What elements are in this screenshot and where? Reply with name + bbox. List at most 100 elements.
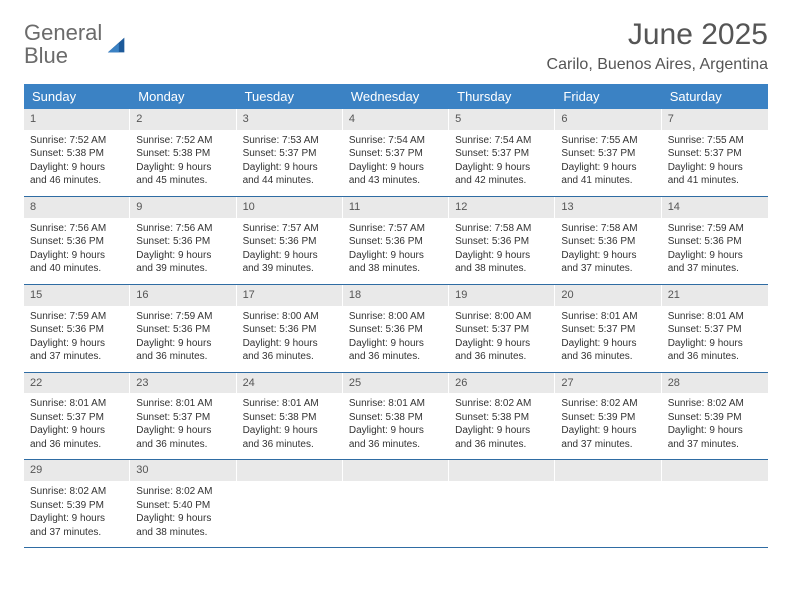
day-number: 2 — [130, 109, 236, 130]
day-cell: 22Sunrise: 8:01 AMSunset: 5:37 PMDayligh… — [24, 373, 130, 460]
day-cell: 27Sunrise: 8:02 AMSunset: 5:39 PMDayligh… — [555, 373, 661, 460]
sunset-text: Sunset: 5:38 PM — [136, 147, 230, 161]
day-body: Sunrise: 7:52 AMSunset: 5:38 PMDaylight:… — [24, 130, 130, 196]
sunset-text: Sunset: 5:39 PM — [561, 411, 655, 425]
day-body: Sunrise: 7:52 AMSunset: 5:38 PMDaylight:… — [130, 130, 236, 196]
day-header-cell: Tuesday — [237, 84, 343, 109]
daylight-text: Daylight: 9 hours and 36 minutes. — [349, 337, 443, 364]
daylight-text: Daylight: 9 hours and 46 minutes. — [30, 161, 124, 188]
day-body — [555, 481, 661, 531]
day-body: Sunrise: 7:58 AMSunset: 5:36 PMDaylight:… — [449, 218, 555, 284]
week-row: 29Sunrise: 8:02 AMSunset: 5:39 PMDayligh… — [24, 460, 768, 548]
day-number: 28 — [662, 373, 768, 394]
day-cell: 19Sunrise: 8:00 AMSunset: 5:37 PMDayligh… — [449, 285, 555, 372]
day-body: Sunrise: 8:02 AMSunset: 5:38 PMDaylight:… — [449, 393, 555, 459]
daylight-text: Daylight: 9 hours and 39 minutes. — [136, 249, 230, 276]
day-header-cell: Monday — [130, 84, 236, 109]
day-number: 24 — [237, 373, 343, 394]
sunrise-text: Sunrise: 7:57 AM — [243, 222, 337, 236]
daylight-text: Daylight: 9 hours and 41 minutes. — [668, 161, 762, 188]
day-number — [662, 460, 768, 481]
day-body: Sunrise: 8:01 AMSunset: 5:37 PMDaylight:… — [24, 393, 130, 459]
day-number — [449, 460, 555, 481]
sunset-text: Sunset: 5:39 PM — [668, 411, 762, 425]
day-number: 22 — [24, 373, 130, 394]
day-body: Sunrise: 8:02 AMSunset: 5:39 PMDaylight:… — [555, 393, 661, 459]
sunrise-text: Sunrise: 8:02 AM — [30, 485, 124, 499]
daylight-text: Daylight: 9 hours and 36 minutes. — [455, 424, 549, 451]
sunset-text: Sunset: 5:37 PM — [455, 147, 549, 161]
sunset-text: Sunset: 5:37 PM — [561, 147, 655, 161]
sunrise-text: Sunrise: 8:01 AM — [561, 310, 655, 324]
day-number: 27 — [555, 373, 661, 394]
day-body: Sunrise: 8:01 AMSunset: 5:37 PMDaylight:… — [130, 393, 236, 459]
day-cell: 13Sunrise: 7:58 AMSunset: 5:36 PMDayligh… — [555, 197, 661, 284]
sunset-text: Sunset: 5:36 PM — [668, 235, 762, 249]
day-body — [343, 481, 449, 531]
calendar: Sunday Monday Tuesday Wednesday Thursday… — [24, 84, 768, 548]
sunset-text: Sunset: 5:37 PM — [136, 411, 230, 425]
day-body: Sunrise: 7:56 AMSunset: 5:36 PMDaylight:… — [24, 218, 130, 284]
sunrise-text: Sunrise: 7:56 AM — [30, 222, 124, 236]
logo-text-gray: General — [24, 20, 102, 45]
day-number: 9 — [130, 197, 236, 218]
daylight-text: Daylight: 9 hours and 45 minutes. — [136, 161, 230, 188]
day-cell: 2Sunrise: 7:52 AMSunset: 5:38 PMDaylight… — [130, 109, 236, 196]
day-cell: 18Sunrise: 8:00 AMSunset: 5:36 PMDayligh… — [343, 285, 449, 372]
sunrise-text: Sunrise: 7:55 AM — [561, 134, 655, 148]
sunset-text: Sunset: 5:36 PM — [561, 235, 655, 249]
sunset-text: Sunset: 5:37 PM — [668, 147, 762, 161]
day-body: Sunrise: 7:59 AMSunset: 5:36 PMDaylight:… — [662, 218, 768, 284]
sunset-text: Sunset: 5:37 PM — [243, 147, 337, 161]
daylight-text: Daylight: 9 hours and 37 minutes. — [561, 424, 655, 451]
day-body: Sunrise: 8:02 AMSunset: 5:39 PMDaylight:… — [662, 393, 768, 459]
day-number: 7 — [662, 109, 768, 130]
daylight-text: Daylight: 9 hours and 37 minutes. — [668, 249, 762, 276]
sunset-text: Sunset: 5:36 PM — [349, 323, 443, 337]
day-body: Sunrise: 8:00 AMSunset: 5:36 PMDaylight:… — [237, 306, 343, 372]
day-number: 25 — [343, 373, 449, 394]
sunset-text: Sunset: 5:37 PM — [668, 323, 762, 337]
day-body: Sunrise: 7:57 AMSunset: 5:36 PMDaylight:… — [343, 218, 449, 284]
sunset-text: Sunset: 5:40 PM — [136, 499, 230, 513]
sunset-text: Sunset: 5:36 PM — [243, 235, 337, 249]
day-cell: 7Sunrise: 7:55 AMSunset: 5:37 PMDaylight… — [662, 109, 768, 196]
day-cell: 23Sunrise: 8:01 AMSunset: 5:37 PMDayligh… — [130, 373, 236, 460]
day-number: 6 — [555, 109, 661, 130]
sunrise-text: Sunrise: 7:53 AM — [243, 134, 337, 148]
sunset-text: Sunset: 5:36 PM — [243, 323, 337, 337]
day-body: Sunrise: 8:00 AMSunset: 5:37 PMDaylight:… — [449, 306, 555, 372]
day-header-cell: Friday — [555, 84, 661, 109]
day-body: Sunrise: 8:01 AMSunset: 5:38 PMDaylight:… — [343, 393, 449, 459]
day-body: Sunrise: 8:01 AMSunset: 5:37 PMDaylight:… — [662, 306, 768, 372]
logo: General Blue — [24, 22, 128, 68]
header: General Blue June 2025 Carilo, Buenos Ai… — [24, 18, 768, 74]
day-cell: 25Sunrise: 8:01 AMSunset: 5:38 PMDayligh… — [343, 373, 449, 460]
day-number: 29 — [24, 460, 130, 481]
day-cell: 17Sunrise: 8:00 AMSunset: 5:36 PMDayligh… — [237, 285, 343, 372]
daylight-text: Daylight: 9 hours and 42 minutes. — [455, 161, 549, 188]
sunrise-text: Sunrise: 7:59 AM — [668, 222, 762, 236]
day-body: Sunrise: 7:58 AMSunset: 5:36 PMDaylight:… — [555, 218, 661, 284]
sunset-text: Sunset: 5:39 PM — [30, 499, 124, 513]
day-number: 30 — [130, 460, 236, 481]
sunset-text: Sunset: 5:36 PM — [136, 235, 230, 249]
day-number — [237, 460, 343, 481]
day-body: Sunrise: 7:57 AMSunset: 5:36 PMDaylight:… — [237, 218, 343, 284]
day-cell: 28Sunrise: 8:02 AMSunset: 5:39 PMDayligh… — [662, 373, 768, 460]
day-cell: 3Sunrise: 7:53 AMSunset: 5:37 PMDaylight… — [237, 109, 343, 196]
day-cell: 8Sunrise: 7:56 AMSunset: 5:36 PMDaylight… — [24, 197, 130, 284]
daylight-text: Daylight: 9 hours and 41 minutes. — [561, 161, 655, 188]
sunrise-text: Sunrise: 8:02 AM — [136, 485, 230, 499]
sunset-text: Sunset: 5:37 PM — [561, 323, 655, 337]
daylight-text: Daylight: 9 hours and 38 minutes. — [136, 512, 230, 539]
day-header-row: Sunday Monday Tuesday Wednesday Thursday… — [24, 84, 768, 109]
sunrise-text: Sunrise: 8:02 AM — [668, 397, 762, 411]
sunrise-text: Sunrise: 7:59 AM — [30, 310, 124, 324]
sunset-text: Sunset: 5:37 PM — [30, 411, 124, 425]
day-cell — [449, 460, 555, 547]
day-cell: 6 Sunrise: 7:55 AMSunset: 5:37 PMDaylight… — [555, 109, 661, 196]
sunrise-text: Sunrise: 7:52 AM — [30, 134, 124, 148]
day-number: 15 — [24, 285, 130, 306]
month-title: June 2025 — [547, 18, 768, 52]
